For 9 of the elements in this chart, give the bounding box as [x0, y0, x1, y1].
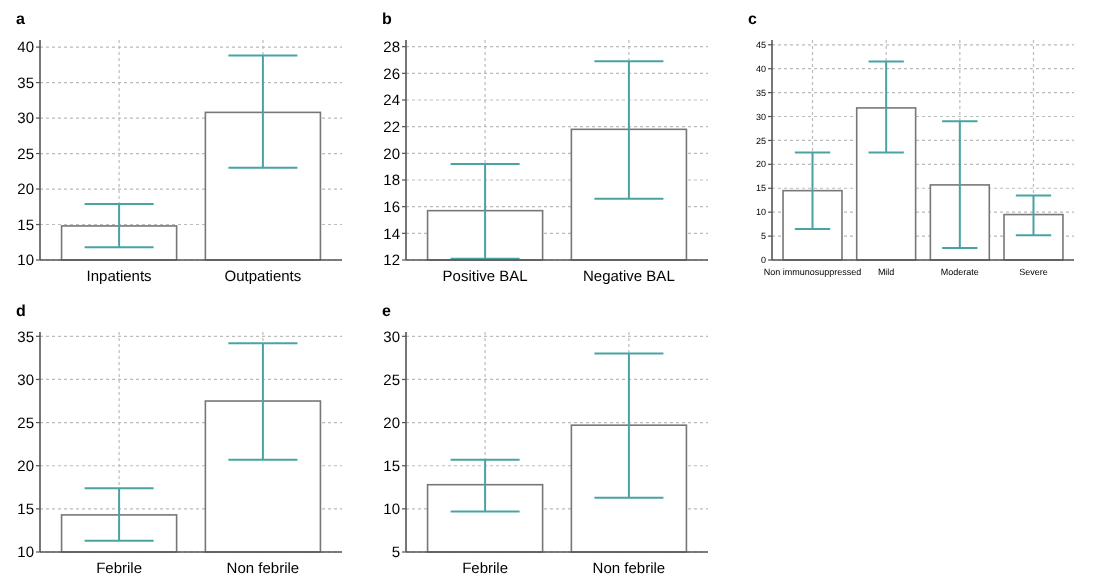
chart-title: a — [16, 10, 26, 28]
bar — [782, 189, 843, 261]
bar — [929, 184, 991, 261]
bar — [855, 107, 917, 261]
chart-title: c — [748, 10, 758, 28]
bar — [1003, 213, 1064, 261]
chart-title: d — [16, 302, 26, 320]
chart-title: b — [382, 10, 392, 28]
chart-title: e — [382, 302, 392, 320]
